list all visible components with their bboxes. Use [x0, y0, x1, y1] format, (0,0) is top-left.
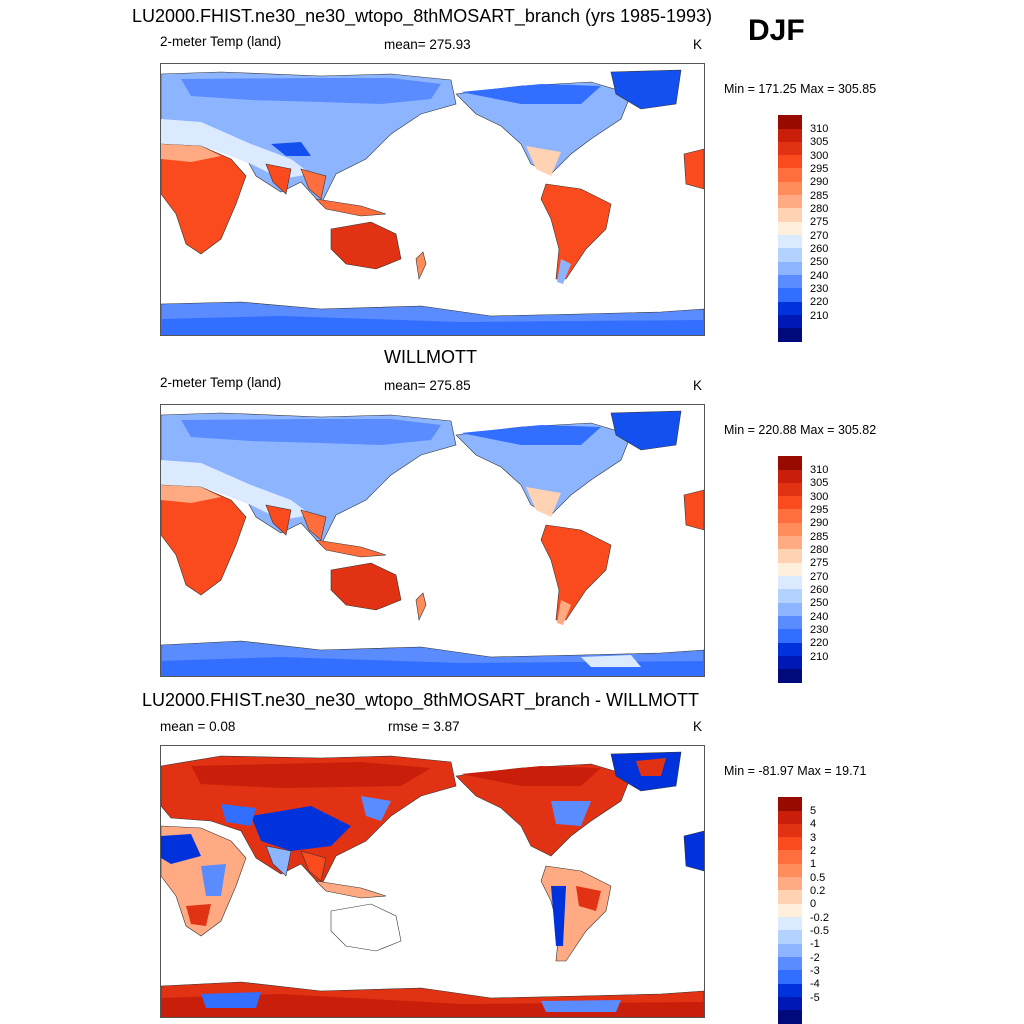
- colorbar-tick: 0.5: [810, 872, 826, 884]
- minmax-label: Min = -81.97 Max = 19.71: [724, 764, 867, 778]
- colorbar-tick: 230: [810, 283, 829, 295]
- colorbar-tick: 260: [810, 243, 829, 255]
- colorbar-tick: 240: [810, 270, 829, 282]
- colorbar-tick: 290: [810, 176, 829, 188]
- colorbar-tick: 210: [810, 651, 829, 663]
- season-label: DJF: [748, 14, 805, 47]
- colorbar-tick: 210: [810, 310, 829, 322]
- colorbar-tick: 295: [810, 504, 829, 516]
- colorbar-tick: 305: [810, 477, 829, 489]
- colorbar-tick: 295: [810, 163, 829, 175]
- minmax-label: Min = 220.88 Max = 305.82: [724, 423, 877, 437]
- colorbar-tick: 230: [810, 624, 829, 636]
- colorbar-tick: 285: [810, 531, 829, 543]
- units-label: K: [693, 378, 703, 393]
- minmax-label: Min = 171.25 Max = 305.85: [724, 82, 877, 96]
- colorbar-tick: -1: [810, 938, 820, 950]
- colorbar-tick: 270: [810, 571, 829, 583]
- colorbar-tick: 260: [810, 584, 829, 596]
- colorbar-tick: 305: [810, 136, 829, 148]
- variable-label: 2-meter Temp (land): [160, 34, 282, 49]
- colorbar-tick: 300: [810, 150, 829, 162]
- colorbar-tick: -5: [810, 992, 820, 1004]
- map-model: [160, 63, 705, 336]
- colorbar-tick: -0.2: [810, 912, 829, 924]
- colorbar-tick: 2: [810, 845, 817, 857]
- colorbar-tick: -4: [810, 978, 820, 990]
- colorbar-tick: 300: [810, 491, 829, 503]
- colorbar-tick: 290: [810, 517, 829, 529]
- colorbar-tick: 1: [810, 858, 817, 870]
- colorbar-tick: 310: [810, 464, 829, 476]
- colorbar-tick: -3: [810, 965, 820, 977]
- mean-label: mean= 275.93: [384, 37, 471, 52]
- colorbar-tick: 275: [810, 557, 829, 569]
- map-observed: [160, 404, 705, 677]
- colorbar-tick: 5: [810, 805, 817, 817]
- colorbar-tick: 275: [810, 216, 829, 228]
- panel-title: LU2000.FHIST.ne30_ne30_wtopo_8thMOSART_b…: [142, 690, 699, 710]
- rmse-label: rmse = 3.87: [388, 719, 460, 734]
- map-difference: [160, 745, 705, 1018]
- units-label: K: [693, 37, 703, 52]
- colorbar-tick: 270: [810, 230, 829, 242]
- world-map: [161, 69, 704, 335]
- colorbar-tick: 310: [810, 123, 829, 135]
- colorbar-tick: -0.5: [810, 925, 829, 937]
- panel-title: WILLMOTT: [384, 347, 477, 367]
- mean-label: mean= 275.85: [384, 378, 471, 393]
- variable-label: 2-meter Temp (land): [160, 375, 282, 390]
- colorbar-tick: 240: [810, 611, 829, 623]
- colorbar-tick: 4: [810, 818, 817, 830]
- units-label: K: [693, 719, 703, 734]
- colorbar-tick: 220: [810, 296, 829, 308]
- world-map: [161, 751, 704, 1017]
- colorbar-tick: 0.2: [810, 885, 826, 897]
- panel-title: LU2000.FHIST.ne30_ne30_wtopo_8thMOSART_b…: [132, 6, 713, 26]
- colorbar-tick: 285: [810, 190, 829, 202]
- colorbar-tick: 250: [810, 597, 829, 609]
- colorbar-tick: 220: [810, 637, 829, 649]
- colorbar-tick: 3: [810, 832, 817, 844]
- mean-label: mean = 0.08: [160, 719, 236, 734]
- colorbar-tick: 280: [810, 544, 829, 556]
- colorbar-tick: -2: [810, 952, 820, 964]
- colorbar-tick: 280: [810, 203, 829, 215]
- colorbar-tick: 0: [810, 898, 817, 910]
- colorbar-tick: 250: [810, 256, 829, 268]
- world-map: [161, 410, 704, 676]
